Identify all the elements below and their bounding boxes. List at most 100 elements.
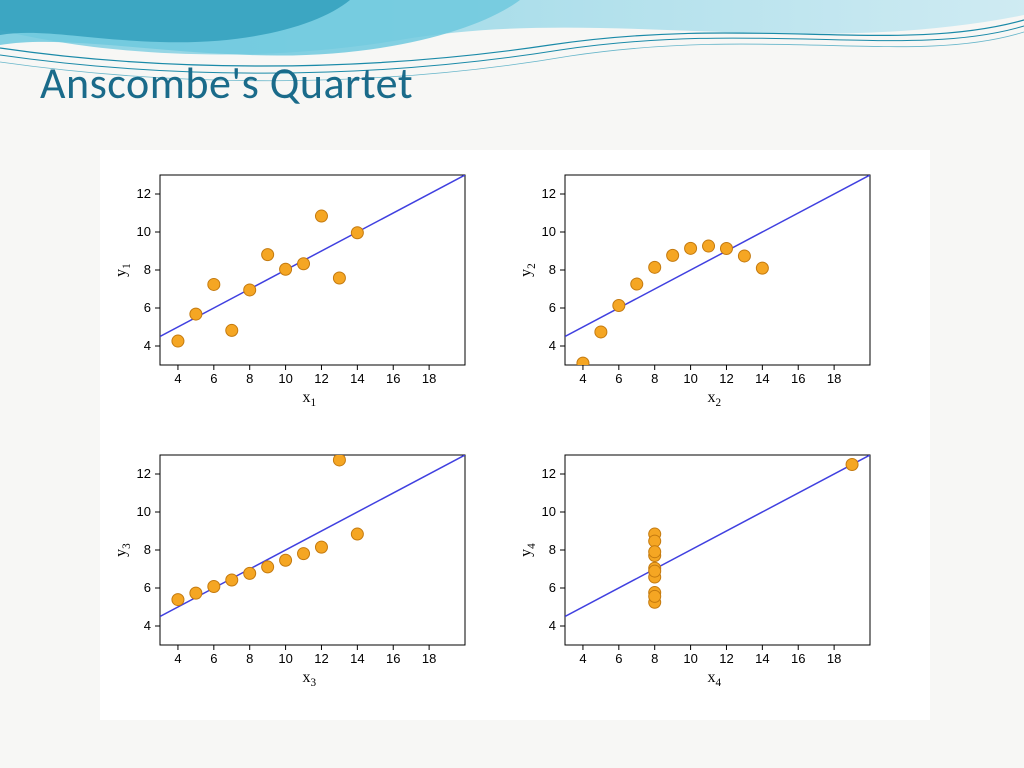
data-point xyxy=(244,284,256,296)
data-point xyxy=(649,590,661,602)
svg-text:4: 4 xyxy=(144,338,151,353)
scatter-plot: 46810121416184681012 xyxy=(160,455,465,645)
data-point xyxy=(667,249,679,261)
data-point xyxy=(333,454,345,466)
svg-text:8: 8 xyxy=(144,542,151,557)
svg-text:10: 10 xyxy=(542,504,556,519)
svg-text:8: 8 xyxy=(144,262,151,277)
svg-text:10: 10 xyxy=(137,504,151,519)
svg-text:12: 12 xyxy=(137,186,151,201)
data-point xyxy=(280,554,292,566)
panel-3: 46810121416184681012y3x3 xyxy=(160,455,465,645)
svg-text:12: 12 xyxy=(314,371,328,386)
data-point xyxy=(190,308,202,320)
chart-grid: 46810121416184681012y1x14681012141618468… xyxy=(100,150,930,720)
data-point xyxy=(333,272,345,284)
data-point xyxy=(298,258,310,270)
data-point xyxy=(172,594,184,606)
svg-text:14: 14 xyxy=(755,371,769,386)
y-axis-label: y1 xyxy=(113,263,133,277)
svg-text:8: 8 xyxy=(549,262,556,277)
svg-text:4: 4 xyxy=(579,651,586,666)
svg-text:10: 10 xyxy=(137,224,151,239)
data-point xyxy=(190,587,202,599)
data-point xyxy=(595,326,607,338)
svg-text:6: 6 xyxy=(210,651,217,666)
svg-text:8: 8 xyxy=(651,651,658,666)
svg-text:16: 16 xyxy=(791,651,805,666)
slide-title: Anscombe's Quartet xyxy=(40,56,413,110)
svg-text:4: 4 xyxy=(144,618,151,633)
svg-text:16: 16 xyxy=(791,371,805,386)
svg-text:14: 14 xyxy=(350,371,364,386)
panel-2: 46810121416184681012y2x2 xyxy=(565,175,870,365)
data-point xyxy=(226,574,238,586)
svg-text:8: 8 xyxy=(246,651,253,666)
panel-1: 46810121416184681012y1x1 xyxy=(160,175,465,365)
svg-text:4: 4 xyxy=(174,371,181,386)
svg-text:12: 12 xyxy=(542,466,556,481)
svg-text:4: 4 xyxy=(549,618,556,633)
data-point xyxy=(703,240,715,252)
svg-text:18: 18 xyxy=(827,371,841,386)
data-point xyxy=(208,278,220,290)
svg-text:10: 10 xyxy=(278,651,292,666)
x-axis-label: x4 xyxy=(708,669,722,689)
data-point xyxy=(685,242,697,254)
svg-text:4: 4 xyxy=(549,338,556,353)
svg-text:10: 10 xyxy=(542,224,556,239)
data-point xyxy=(351,528,363,540)
data-point xyxy=(649,546,661,558)
svg-text:4: 4 xyxy=(579,371,586,386)
data-point xyxy=(738,250,750,262)
svg-text:6: 6 xyxy=(549,300,556,315)
scatter-plot: 46810121416184681012 xyxy=(565,175,870,365)
data-point xyxy=(262,249,274,261)
data-point xyxy=(720,243,732,255)
data-point xyxy=(631,278,643,290)
svg-text:8: 8 xyxy=(246,371,253,386)
data-point xyxy=(172,335,184,347)
data-point xyxy=(613,300,625,312)
data-point xyxy=(315,541,327,553)
data-point xyxy=(262,561,274,573)
data-point xyxy=(226,324,238,336)
data-point xyxy=(649,565,661,577)
svg-text:10: 10 xyxy=(683,371,697,386)
svg-text:6: 6 xyxy=(615,651,622,666)
x-axis-label: x1 xyxy=(303,389,317,409)
svg-text:6: 6 xyxy=(549,580,556,595)
y-axis-label: y2 xyxy=(518,263,538,277)
svg-text:12: 12 xyxy=(314,651,328,666)
data-point xyxy=(846,459,858,471)
svg-text:12: 12 xyxy=(719,651,733,666)
svg-text:14: 14 xyxy=(350,651,364,666)
data-point xyxy=(351,227,363,239)
svg-text:16: 16 xyxy=(386,371,400,386)
svg-text:16: 16 xyxy=(386,651,400,666)
svg-text:6: 6 xyxy=(615,371,622,386)
x-axis-label: x2 xyxy=(708,389,722,409)
y-axis-label: y4 xyxy=(518,543,538,557)
data-point xyxy=(280,263,292,275)
svg-text:8: 8 xyxy=(651,371,658,386)
x-axis-label: x3 xyxy=(303,669,317,689)
data-point xyxy=(244,567,256,579)
svg-text:12: 12 xyxy=(137,466,151,481)
data-point xyxy=(649,261,661,273)
svg-text:6: 6 xyxy=(144,300,151,315)
panel-4: 46810121416184681012y4x4 xyxy=(565,455,870,645)
scatter-plot: 46810121416184681012 xyxy=(565,455,870,645)
svg-text:18: 18 xyxy=(422,651,436,666)
svg-text:18: 18 xyxy=(827,651,841,666)
data-point xyxy=(315,210,327,222)
svg-text:6: 6 xyxy=(144,580,151,595)
svg-text:10: 10 xyxy=(278,371,292,386)
svg-text:6: 6 xyxy=(210,371,217,386)
y-axis-label: y3 xyxy=(113,543,133,557)
data-point xyxy=(756,262,768,274)
data-point xyxy=(208,580,220,592)
svg-text:18: 18 xyxy=(422,371,436,386)
svg-text:14: 14 xyxy=(755,651,769,666)
svg-text:8: 8 xyxy=(549,542,556,557)
